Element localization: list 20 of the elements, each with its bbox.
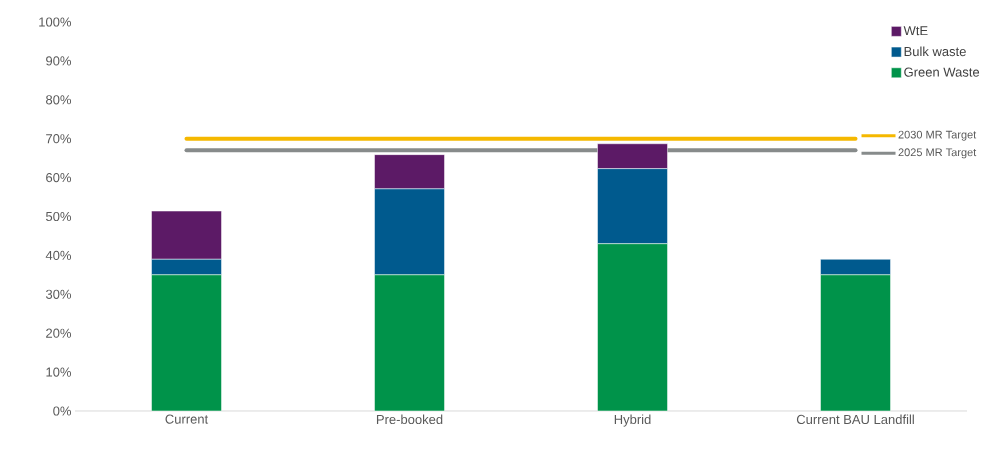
legend-label: Green Waste: [904, 67, 980, 77]
y-tick-label: 10%: [46, 367, 72, 377]
x-tick-label: Current BAU Landfill: [796, 414, 914, 425]
y-tick-label: 80%: [46, 95, 72, 105]
y-tick-label: 70%: [46, 134, 72, 144]
y-tick-label: 30%: [45, 289, 72, 299]
x-tick-label: Hybrid: [614, 414, 651, 427]
y-tick-label: 20%: [46, 328, 72, 338]
y-tick-label: 50%: [45, 211, 72, 222]
y-tick-label: 0%: [53, 406, 72, 416]
y-tick-label: 100%: [39, 17, 72, 27]
x-tick-label: Pre-booked: [376, 414, 443, 425]
y-tick-label: 90%: [46, 56, 72, 66]
ref-line-label: 2030 MR Target: [898, 130, 977, 141]
ref-line-label: 2025 MR Target: [898, 148, 977, 159]
legend-label: WtE: [903, 26, 928, 36]
x-tick-label: Current: [165, 414, 209, 424]
y-tick-label: 40%: [45, 250, 72, 260]
legend-label: Bulk waste: [904, 46, 966, 57]
y-tick-label: 60%: [46, 172, 72, 183]
